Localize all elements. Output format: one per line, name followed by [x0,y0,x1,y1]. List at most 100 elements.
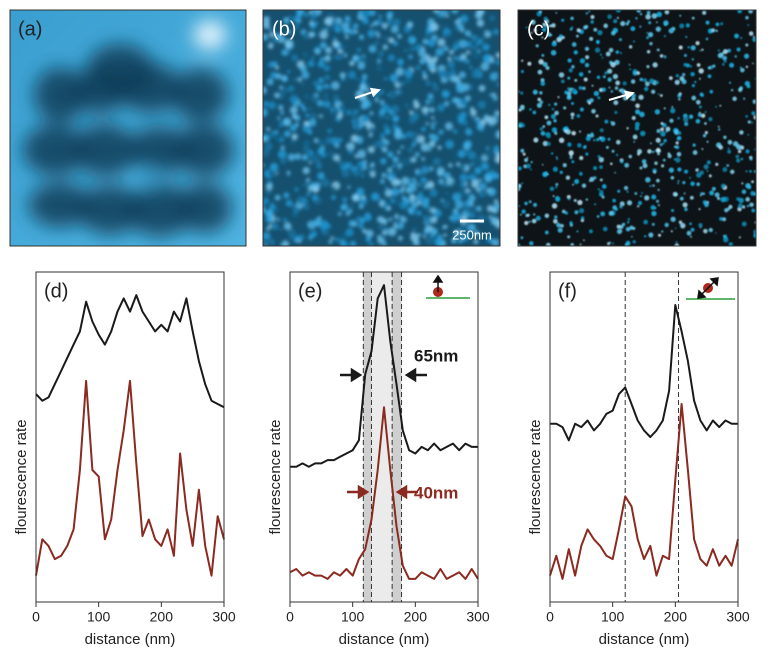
texture-dot [280,145,285,151]
texture-dot [302,51,309,58]
texture-dot [401,195,406,200]
texture-blob [22,124,88,176]
texture-dot [604,71,608,75]
texture-dot [315,84,323,92]
texture-dot [458,188,468,198]
texture-dot [451,211,461,221]
texture-dot [743,97,746,100]
texture-dot [660,127,665,132]
texture-dot [749,157,753,161]
texture-dot [309,112,318,121]
texture-dot [536,102,542,108]
texture-dot [445,191,449,195]
texture-dot [386,206,391,211]
texture-dot [718,145,724,150]
texture-dot [348,28,356,35]
texture-dot [310,55,315,61]
texture-dot [344,34,349,39]
texture-dot [317,165,322,170]
texture-blob [28,182,92,228]
texture-dot [636,10,641,13]
texture-dot [425,99,431,105]
texture-dot [422,234,426,238]
texture-dot [317,138,325,147]
texture-dot [706,170,709,172]
charts: 0 100 200 300 (d) distance (nm) flourescence r… [13,271,750,648]
texture-dot [551,203,558,209]
texture-dot [722,167,728,173]
texture-dot [663,20,669,26]
texture-dot [746,204,750,208]
texture-dot [617,189,621,193]
texture-dot [390,104,400,114]
texture-dot [320,26,324,30]
texture-dot [394,218,402,226]
texture-dot [581,183,587,188]
texture-dot [588,179,592,183]
texture-dot [413,102,421,109]
texture-dot [657,233,662,237]
texture-dot [491,238,500,246]
texture-dot [577,143,582,148]
texture-dot [748,10,753,14]
texture-dot [376,58,382,64]
texture-dot [705,37,709,41]
texture-dot [727,139,733,145]
texture-dot [607,68,613,74]
texture-dot [270,202,275,207]
texture-dot [434,237,443,246]
texture-dot [668,28,674,34]
x-tick-label: 300 [466,609,490,625]
texture-dot [542,140,548,147]
texture-dot [721,63,725,66]
texture-dot [635,103,640,109]
texture-dot [352,113,357,118]
panel-label: (c) [527,18,550,40]
texture-dot [289,94,299,104]
texture-dot [678,131,682,135]
texture-dot [432,126,436,130]
texture-dot [406,131,413,138]
texture-dot [323,92,329,99]
texture-dot [349,240,357,246]
texture-dot [638,94,644,100]
texture-dot [741,189,747,195]
texture-dot [554,102,558,106]
texture-dot [561,18,565,22]
texture-dot [673,145,677,149]
texture-dot [537,97,542,102]
texture-dot [684,207,688,212]
texture-dot [730,88,734,92]
texture-dot [468,194,476,202]
texture-dot [366,84,370,88]
texture-dot [538,10,543,14]
texture-dot [459,163,466,171]
texture-dot [427,93,434,100]
texture-dot [318,77,324,84]
texture-dot [675,157,681,163]
texture-dot [411,142,416,147]
texture-dot [616,16,620,19]
texture-dot [590,132,594,136]
texture-dot [263,108,268,117]
texture-dot [556,222,561,228]
texture-dot [538,59,544,65]
texture-dot [576,28,581,33]
texture-dot [367,146,375,154]
texture-dot [571,101,574,105]
x-tick-label: 0 [286,609,294,625]
texture-dot [753,170,756,173]
texture-dot [519,104,525,110]
texture-dot [469,201,474,206]
texture-dot [732,141,739,147]
texture-dot [287,85,295,93]
texture-dot [656,129,661,133]
texture-dot [282,117,292,127]
texture-dot [646,65,650,69]
texture-dot [518,108,522,112]
texture-dot [468,34,473,38]
texture-dot [678,220,683,225]
texture-dot [294,24,300,29]
texture-dot [611,242,615,245]
